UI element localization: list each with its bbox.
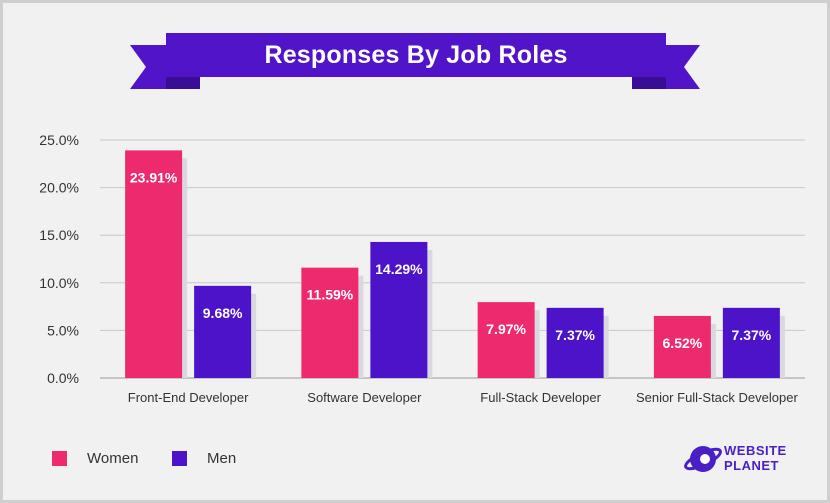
logo-line1: WEBSITE — [724, 443, 787, 458]
legend-swatch-women — [52, 451, 67, 466]
y-tick-label: 10.0% — [39, 275, 79, 291]
x-tick-label: Front-End Developer — [128, 390, 249, 405]
data-label: 23.91% — [130, 169, 178, 185]
bar-women — [477, 302, 535, 378]
legend-item-men: Men — [172, 450, 236, 467]
bar-men — [194, 285, 252, 378]
y-tick-label: 20.0% — [39, 180, 79, 196]
legend-label-women: Women — [87, 450, 139, 467]
ribbon-left-tail — [130, 45, 166, 89]
ribbon-right-tail — [666, 45, 700, 89]
logo-text: WEBSITE PLANET — [724, 443, 787, 473]
y-tick-label: 15.0% — [39, 227, 79, 243]
logo-ring-icon — [684, 447, 722, 471]
ribbon-band — [166, 33, 666, 77]
chart-title: Responses By Job Roles — [264, 40, 568, 69]
data-label: 7.37% — [555, 327, 595, 343]
ribbon-right-fold — [632, 77, 666, 89]
data-label: 6.52% — [663, 335, 703, 351]
x-tick-label: Software Developer — [307, 390, 422, 405]
bar-women — [125, 150, 183, 378]
data-label: 9.68% — [203, 305, 243, 321]
x-tick-label: Senior Full-Stack Developer — [636, 390, 799, 405]
bar-men — [546, 307, 604, 378]
title-ribbon — [130, 33, 700, 89]
ribbon-left-fold — [166, 77, 200, 89]
x-tick-label: Full-Stack Developer — [480, 390, 601, 405]
y-tick-label: 5.0% — [47, 322, 79, 338]
bar-women — [301, 267, 359, 378]
data-label: 7.37% — [732, 327, 772, 343]
y-tick-label: 25.0% — [39, 132, 79, 148]
y-tick-label: 0.0% — [47, 370, 79, 386]
bar-women — [653, 315, 711, 378]
logo-line2: PLANET — [724, 458, 779, 473]
bar-chart: 0.0% 5.0% 10.0% 15.0% 20.0% 25.0% 23.91% 9.68% F… — [39, 132, 805, 405]
legend-swatch-men — [172, 451, 187, 466]
website-planet-logo — [684, 446, 722, 472]
data-label: 7.97% — [486, 321, 526, 337]
legend-item-women: Women — [52, 450, 138, 467]
bar-men — [370, 241, 428, 378]
data-label: 11.59% — [307, 287, 354, 303]
legend-label-men: Men — [207, 450, 237, 467]
data-label: 14.29% — [375, 261, 423, 277]
bar-men — [722, 307, 780, 378]
